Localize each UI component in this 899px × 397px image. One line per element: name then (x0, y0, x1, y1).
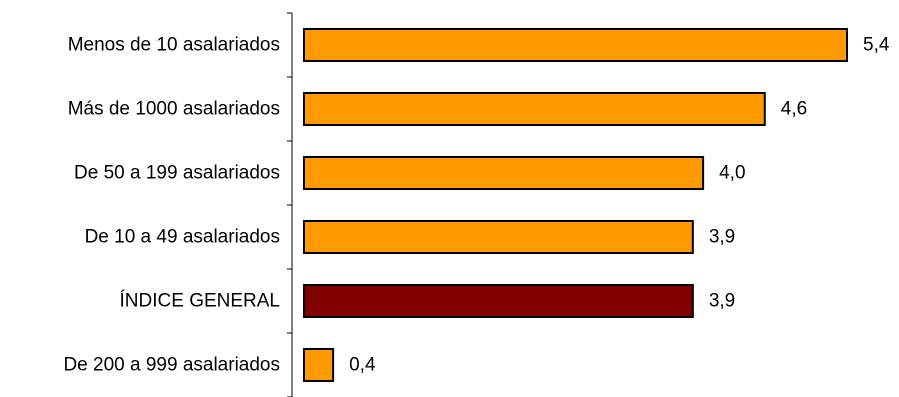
bar (303, 28, 848, 62)
value-label: 3,9 (709, 227, 735, 248)
value-label: 5,4 (863, 35, 890, 56)
bar (303, 156, 705, 190)
value-labels: 5,4 4,6 4,0 3,9 3,9 0,4 (349, 35, 890, 376)
category-label: De 50 a 199 asalariados (74, 163, 280, 184)
value-label: 0,4 (349, 355, 376, 376)
category-label: ÍNDICE GENERAL (120, 291, 280, 312)
value-label: 4,6 (781, 99, 807, 120)
category-label: De 200 a 999 asalariados (63, 355, 280, 376)
y-axis-ticks (287, 12, 292, 397)
bars-layer (303, 28, 848, 382)
category-label: Más de 1000 asalariados (68, 99, 280, 120)
bar (303, 220, 694, 254)
value-label: 4,0 (719, 163, 745, 184)
bar (303, 284, 694, 318)
value-label: 3,9 (709, 291, 735, 312)
category-label: Menos de 10 asalariados (68, 35, 280, 56)
bar (303, 348, 335, 382)
bar (303, 92, 766, 126)
category-label: De 10 a 49 asalariados (85, 227, 280, 248)
category-labels: Menos de 10 asalariados Más de 1000 asala… (63, 35, 280, 376)
